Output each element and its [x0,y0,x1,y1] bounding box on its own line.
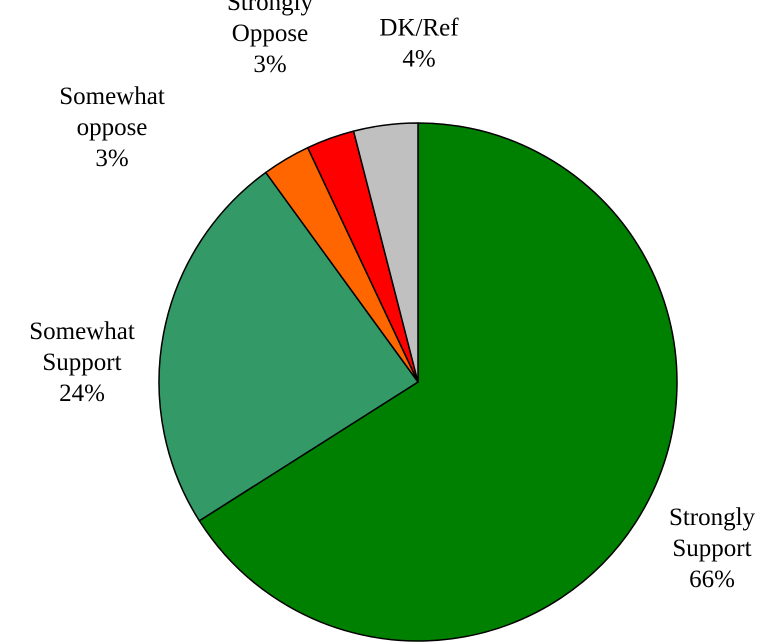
pie-slices [158,122,678,642]
pie-labels: Strongly Support 66%Somewhat Support 24%Some… [29,0,755,593]
slice-name-line: Support [42,349,121,376]
pie-slice-strongly-support [198,122,678,642]
slice-value-label: 24% [59,380,105,407]
slice-value-label: 4% [402,46,435,73]
slice-name-line: Somewhat [59,83,165,110]
slice-label-dk-ref: DK/Ref 4% [379,15,459,73]
slice-label-strongly-oppose: Strongly Oppose 3% [227,0,314,78]
slice-label-somewhat-oppose: Somewhat oppose 3% [59,83,165,172]
slice-label-somewhat-support: Somewhat Support 24% [29,318,135,407]
slice-label-strongly-support: Strongly Support 66% [669,504,756,593]
slice-value-label: 3% [253,51,286,78]
slice-value-label: 66% [689,566,735,593]
slice-name-line: Somewhat [29,318,135,345]
pie-slice-somewhat-support [158,171,419,522]
slice-name-line: oppose [77,114,148,141]
slice-name-line: Oppose [232,20,308,47]
slice-name-line: Support [672,535,751,562]
slice-name-line: Strongly [669,504,756,531]
slice-name-line: Strongly [227,0,314,16]
slice-value-label: 3% [95,145,128,172]
slice-name-line: DK/Ref [379,15,459,42]
pie-slice-dk-ref [352,122,419,383]
